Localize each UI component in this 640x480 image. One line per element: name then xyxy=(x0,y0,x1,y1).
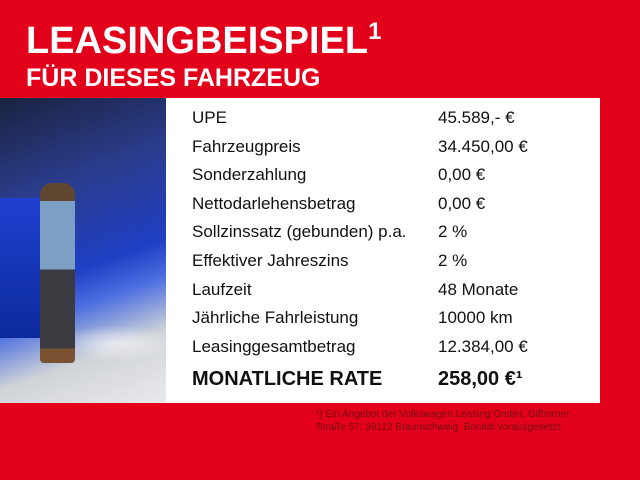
row-value: 0,00 € xyxy=(438,193,486,213)
headline: LEASINGBEISPIEL1 xyxy=(26,18,382,63)
footnote-line: Straße 57, 38112 Braunschweig. Bonität v… xyxy=(316,422,563,433)
row-value: 10000 km xyxy=(438,308,513,328)
monthly-rate-value: 258,00 €¹ xyxy=(438,368,523,390)
row-value: 48 Monate xyxy=(438,279,519,299)
headline-text: LEASINGBEISPIEL xyxy=(26,20,369,62)
subheadline: FÜR DIESES FAHRZEUG xyxy=(26,64,321,92)
person-image xyxy=(40,183,75,363)
row-value: 45.589,- € xyxy=(438,108,515,127)
footnote: ¹) Ein Angebot der Volkswagen Leasing Gm… xyxy=(316,408,569,434)
row-label: Jährliche Fahrleistung xyxy=(192,308,359,328)
row-value: 2 % xyxy=(438,251,468,270)
row-label: Sonderzahlung xyxy=(192,165,307,185)
headline-footnote-mark: 1 xyxy=(368,18,382,45)
row-label: Nettodarlehensbetrag xyxy=(192,193,356,213)
row-label: Laufzeit xyxy=(192,279,252,299)
leasing-table: MONATLICHE RATE 258,00 €¹ UPE 45.589,- € F… xyxy=(166,98,600,403)
monthly-rate-label: MONATLICHE RATE xyxy=(192,368,383,390)
row-label: Effektiver Jahreszins xyxy=(192,251,349,270)
row-value: 12.384,00 € xyxy=(438,336,528,356)
row-label: Sollzinssatz (gebunden) p.a. xyxy=(192,222,407,242)
row-label: Leasinggesamtbetrag xyxy=(192,336,356,356)
row-label: UPE xyxy=(192,108,227,127)
row-value: 2 % xyxy=(438,222,468,242)
footnote-line: ¹) Ein Angebot der Volkswagen Leasing Gm… xyxy=(316,409,570,420)
row-value: 34.450,00 € xyxy=(438,136,528,156)
row-label: Fahrzeugpreis xyxy=(192,136,301,156)
car-photo xyxy=(0,98,166,403)
row-value: 0,00 € xyxy=(438,165,486,185)
